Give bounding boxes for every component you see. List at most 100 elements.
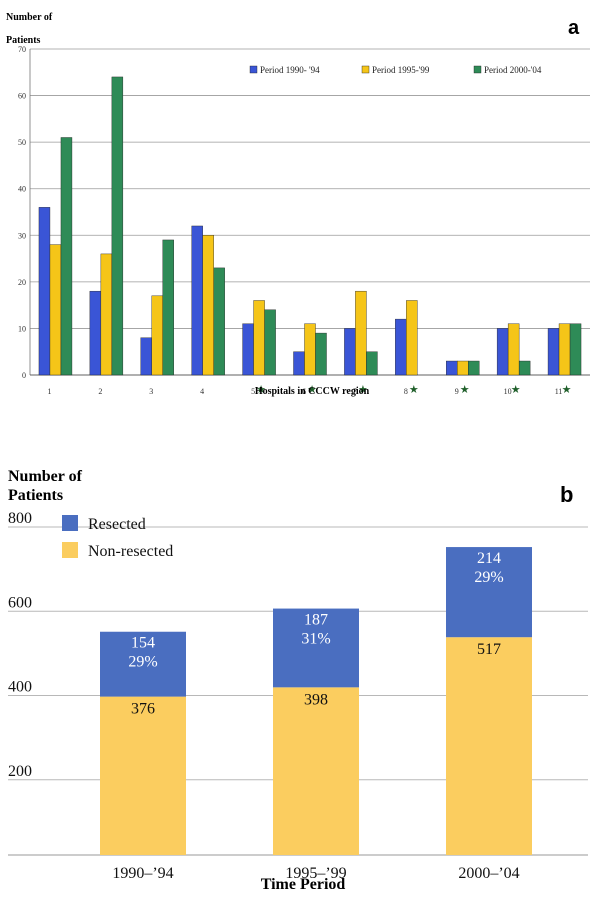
panel-b-data-label-resected: 187 xyxy=(304,612,328,629)
panel-b-bar-nonresected xyxy=(273,687,359,855)
panel-b-legend-label: Non-resected xyxy=(88,543,173,560)
panel-a-bar xyxy=(355,290,367,376)
panel-b-ylabel-line2: Patients xyxy=(8,487,63,504)
panel-a-star-marker: ★ xyxy=(460,384,470,396)
panel-a-y-tick-label: 0 xyxy=(22,371,26,380)
panel-a-x-tick-label: 6 xyxy=(302,387,306,396)
panel-b-data-label-nonresected: 376 xyxy=(131,701,155,718)
panel-b-bar-nonresected xyxy=(446,637,532,855)
panel-a-bar xyxy=(569,323,582,376)
panel-b-y-ticks: 200 400 600 800 xyxy=(8,510,32,780)
panel-a-y-tick-label: 30 xyxy=(18,231,26,240)
panel-b-bar-nonresected xyxy=(100,696,186,855)
panel-a-legend: Period 1990- '94 Period 1995-'99 Period 20… xyxy=(249,65,542,75)
panel-a-x-tick-label: 7 xyxy=(353,387,357,396)
panel-b-x-ticks: 1990–’94 1995–’99 2000–’04 xyxy=(112,865,519,882)
panel-b-y-tick-label: 200 xyxy=(8,763,32,780)
panel-a-x-tick-label: 5 xyxy=(251,387,255,396)
panel-a-bar xyxy=(191,225,203,376)
panel-a-legend-label: Period 1990- '94 xyxy=(260,65,320,75)
panel-a-bar xyxy=(264,309,276,376)
panel-a-x-tick-label: 11 xyxy=(555,387,563,396)
panel-b-legend: Resected Non-resected xyxy=(62,515,173,560)
panel-b-xlabel: Time Period xyxy=(261,876,346,893)
panel-b-legend-swatch xyxy=(62,542,78,558)
panel-a-y-tick-label: 10 xyxy=(18,324,26,333)
panel-a-x-tick-label: 8 xyxy=(404,387,408,396)
panel-a-x-tick-label: 10 xyxy=(504,387,512,396)
panel-b-data-label-resected: 154 xyxy=(131,635,155,652)
panel-a-bar xyxy=(202,235,214,376)
panel-b-bars: 376 154 29% 398 187 31% 517 214 29% xyxy=(100,547,532,855)
panel-a-bar xyxy=(111,76,124,376)
panel-b-x-tick-label: 2000–’04 xyxy=(458,865,519,882)
panel-b-y-tick-label: 800 xyxy=(8,510,32,527)
panel-a-bar xyxy=(547,328,560,376)
panel-b-percent-label: 29% xyxy=(474,569,503,586)
panel-a-y-tick-label: 70 xyxy=(18,45,26,54)
panel-a-bar xyxy=(468,360,480,376)
panel-b-ylabel-line1: Number of xyxy=(8,468,83,485)
panel-a-bar xyxy=(162,239,174,376)
panel-a-bar xyxy=(507,323,520,376)
panel-a-x-tick-label: 3 xyxy=(149,387,153,396)
panel-a-letter: a xyxy=(568,17,580,39)
panel-b-y-tick-label: 600 xyxy=(8,594,32,611)
panel-a-legend-swatch xyxy=(361,65,370,74)
panel-b-legend-label: Resected xyxy=(88,516,146,533)
panel-a-ylabel-line2: Patients xyxy=(6,35,41,46)
panel-a-bar xyxy=(242,323,254,376)
panel-b-data-label-nonresected: 517 xyxy=(477,641,501,658)
panel-a-y-tick-label: 50 xyxy=(18,138,26,147)
panel-b-y-tick-label: 400 xyxy=(8,679,32,696)
panel-a-star-marker: ★ xyxy=(256,384,266,396)
panel-a-star-marker: ★ xyxy=(511,384,521,396)
panel-a-bar xyxy=(293,351,305,376)
panel-a-legend-swatch xyxy=(473,65,482,74)
panel-a-ylabel-line1: Number of xyxy=(6,12,53,23)
panel-b-bar-resected xyxy=(273,608,359,688)
panel-b-letter: b xyxy=(560,482,573,507)
panel-a-bar xyxy=(518,360,531,376)
panel-a-x-tick-label: 2 xyxy=(98,387,102,396)
panel-b-x-tick-label: 1990–’94 xyxy=(112,865,173,882)
panel-a-bar xyxy=(89,290,102,376)
panel-a-bar xyxy=(344,328,356,376)
panel-a-bar xyxy=(496,328,509,376)
panel-b-legend-swatch xyxy=(62,515,78,531)
panel-b-chart: Number of Patients b 200 400 600 800 376 154… xyxy=(8,468,588,893)
panel-b-percent-label: 31% xyxy=(301,631,330,648)
panel-a-bar xyxy=(49,244,62,376)
panel-a-x-tick-label: 9 xyxy=(455,387,459,396)
panel-a-star-marker: ★ xyxy=(307,384,317,396)
panel-a-bar xyxy=(315,332,327,376)
panel-a-bar xyxy=(213,267,225,376)
panel-a-star-marker: ★ xyxy=(562,384,572,396)
panel-b-data-label-resected: 214 xyxy=(477,550,501,567)
panel-a-xlabel: Hospitals in CCCW region xyxy=(255,386,370,397)
panel-a-bar xyxy=(253,300,265,376)
panel-a-bar xyxy=(366,351,378,376)
panel-a-y-tick-label: 60 xyxy=(18,92,26,101)
panel-a-bar xyxy=(100,253,113,376)
panel-a-x-tick-label: 1 xyxy=(47,387,51,396)
panel-a-bar xyxy=(457,360,469,376)
panel-a-bar xyxy=(151,295,163,376)
panel-a-bar xyxy=(558,323,571,376)
panel-a-y-tick-label: 20 xyxy=(18,278,26,287)
panel-a-bar xyxy=(304,323,316,376)
panel-b-percent-label: 29% xyxy=(128,654,157,671)
panel-a-x-ticks: 1 2 3 4 5 ★ 6 ★ 7 ★ 8 ★ 9 ★ 10 ★ 11 ★ xyxy=(47,384,571,396)
panel-a-chart: Number of Patients a 0 10 20 30 40 50 60 70 1 2 3… xyxy=(6,12,590,397)
panel-b-bar-resected xyxy=(100,631,186,697)
panel-a-legend-label: Period 2000-'04 xyxy=(484,65,542,75)
panel-a-x-tick-label: 4 xyxy=(200,387,204,396)
panel-a-star-marker: ★ xyxy=(358,384,368,396)
panel-a-bar xyxy=(60,137,73,376)
panel-a-bar xyxy=(38,207,51,376)
panel-b-bar-resected xyxy=(446,547,532,638)
panel-a-bars xyxy=(38,76,582,376)
panel-a-bar xyxy=(395,318,407,376)
panel-a-legend-label: Period 1995-'99 xyxy=(372,65,430,75)
